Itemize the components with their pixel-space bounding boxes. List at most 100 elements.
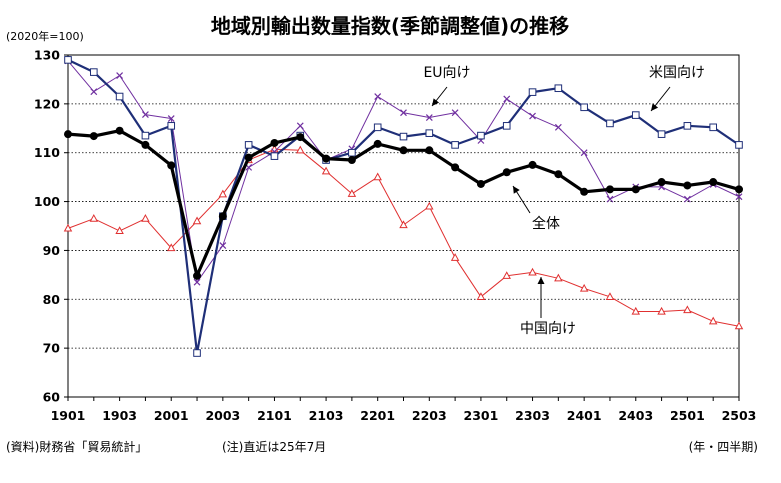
y-tick-label: 70: [43, 341, 61, 356]
data-point: [115, 126, 124, 135]
data-point: [141, 140, 150, 149]
y-tick-label: 120: [34, 96, 60, 111]
data-point: [606, 119, 614, 128]
data-point: [193, 271, 202, 280]
annotation-china: 中国向け: [520, 277, 576, 337]
data-point: [631, 185, 640, 194]
data-point: [476, 179, 485, 188]
data-point: [657, 306, 666, 315]
annotation-arrowhead: [432, 98, 440, 106]
data-point: [218, 189, 228, 198]
data-point: [580, 149, 588, 157]
data-point: [89, 214, 99, 222]
data-point: [347, 189, 357, 197]
data-point: [425, 146, 434, 155]
data-point: [90, 88, 98, 96]
data-point: [683, 195, 691, 203]
x-tick-label: 2203: [412, 408, 447, 423]
data-point: [400, 109, 407, 117]
data-point: [735, 141, 743, 149]
y-tick-label: 110: [34, 145, 60, 160]
data-point: [709, 178, 718, 187]
x-tick-label: 2501: [670, 408, 705, 423]
annotation-arrowhead: [537, 277, 545, 284]
data-point: [631, 306, 641, 315]
y-tick-label: 80: [43, 292, 61, 307]
data-point: [683, 305, 692, 314]
data-point: [167, 161, 176, 170]
data-point: [115, 226, 124, 234]
chart-title: 地域別輸出数量指数(季節調整値)の推移: [211, 14, 569, 38]
data-point: [374, 93, 382, 100]
data-point: [167, 115, 175, 122]
data-point: [735, 185, 743, 194]
series-circle: [64, 126, 743, 280]
annotation-arrowhead: [651, 103, 659, 111]
data-point: [451, 163, 460, 172]
data-point: [450, 253, 460, 261]
x-tick-label: 2503: [722, 408, 757, 423]
data-point: [218, 212, 227, 221]
data-point: [528, 88, 537, 96]
x-tick-label: 2403: [618, 408, 653, 423]
annotation-label: EU向け: [423, 65, 470, 81]
base-note: (2020年=100): [6, 29, 84, 43]
data-point: [502, 271, 511, 279]
data-point: [399, 146, 408, 155]
data-point: [166, 243, 176, 252]
data-point: [296, 145, 305, 154]
series-line: [67, 58, 740, 355]
data-point: [425, 114, 433, 121]
annotation-label: 米国向け: [649, 65, 705, 81]
data-point: [605, 185, 614, 194]
x-tick-label: 1903: [102, 408, 137, 423]
x-tick-label: 2003: [205, 408, 240, 423]
data-point: [116, 72, 124, 79]
data-point: [657, 130, 666, 138]
data-point: [219, 242, 227, 249]
data-point: [708, 316, 718, 325]
data-point: [399, 220, 408, 229]
unit-note: (年・四半期): [689, 440, 758, 454]
data-point: [579, 283, 589, 292]
x-tick-label: 2001: [154, 408, 189, 423]
y-tick-label: 100: [34, 194, 60, 209]
footnote-source: (資料)財務省「貿易統計」: [6, 439, 147, 454]
data-point: [64, 56, 72, 64]
y-tick-label: 90: [43, 243, 61, 258]
annotation-total: 全体: [512, 185, 560, 232]
data-point: [554, 273, 563, 282]
series-x: [64, 57, 743, 286]
data-point: [734, 321, 744, 330]
data-point: [451, 141, 459, 149]
data-point: [657, 178, 666, 187]
data-point: [528, 267, 537, 276]
annotation-label: 全体: [532, 215, 560, 232]
data-point: [373, 172, 382, 181]
data-point: [528, 160, 537, 169]
data-point: [141, 214, 150, 222]
data-point: [296, 122, 304, 130]
data-point: [502, 168, 511, 177]
data-point: [709, 123, 717, 132]
data-point: [554, 170, 563, 179]
data-point: [347, 156, 356, 165]
data-point: [193, 278, 201, 286]
data-point: [425, 129, 434, 137]
annotation-label: 中国向け: [520, 321, 576, 337]
x-axis: 1901 1903 2001 2003 2101 2103 2201 2203 2301 2303…: [51, 397, 757, 423]
data-point: [503, 95, 511, 103]
data-point: [554, 123, 562, 131]
data-point: [167, 122, 176, 130]
data-point: [735, 193, 743, 201]
data-point: [476, 292, 486, 300]
x-tick-label: 2103: [309, 408, 344, 423]
data-point: [115, 92, 124, 101]
data-point: [502, 122, 511, 130]
data-point: [193, 349, 201, 357]
data-point: [192, 216, 202, 225]
data-point: [554, 84, 563, 93]
data-point: [90, 68, 98, 76]
data-point: [348, 148, 356, 157]
